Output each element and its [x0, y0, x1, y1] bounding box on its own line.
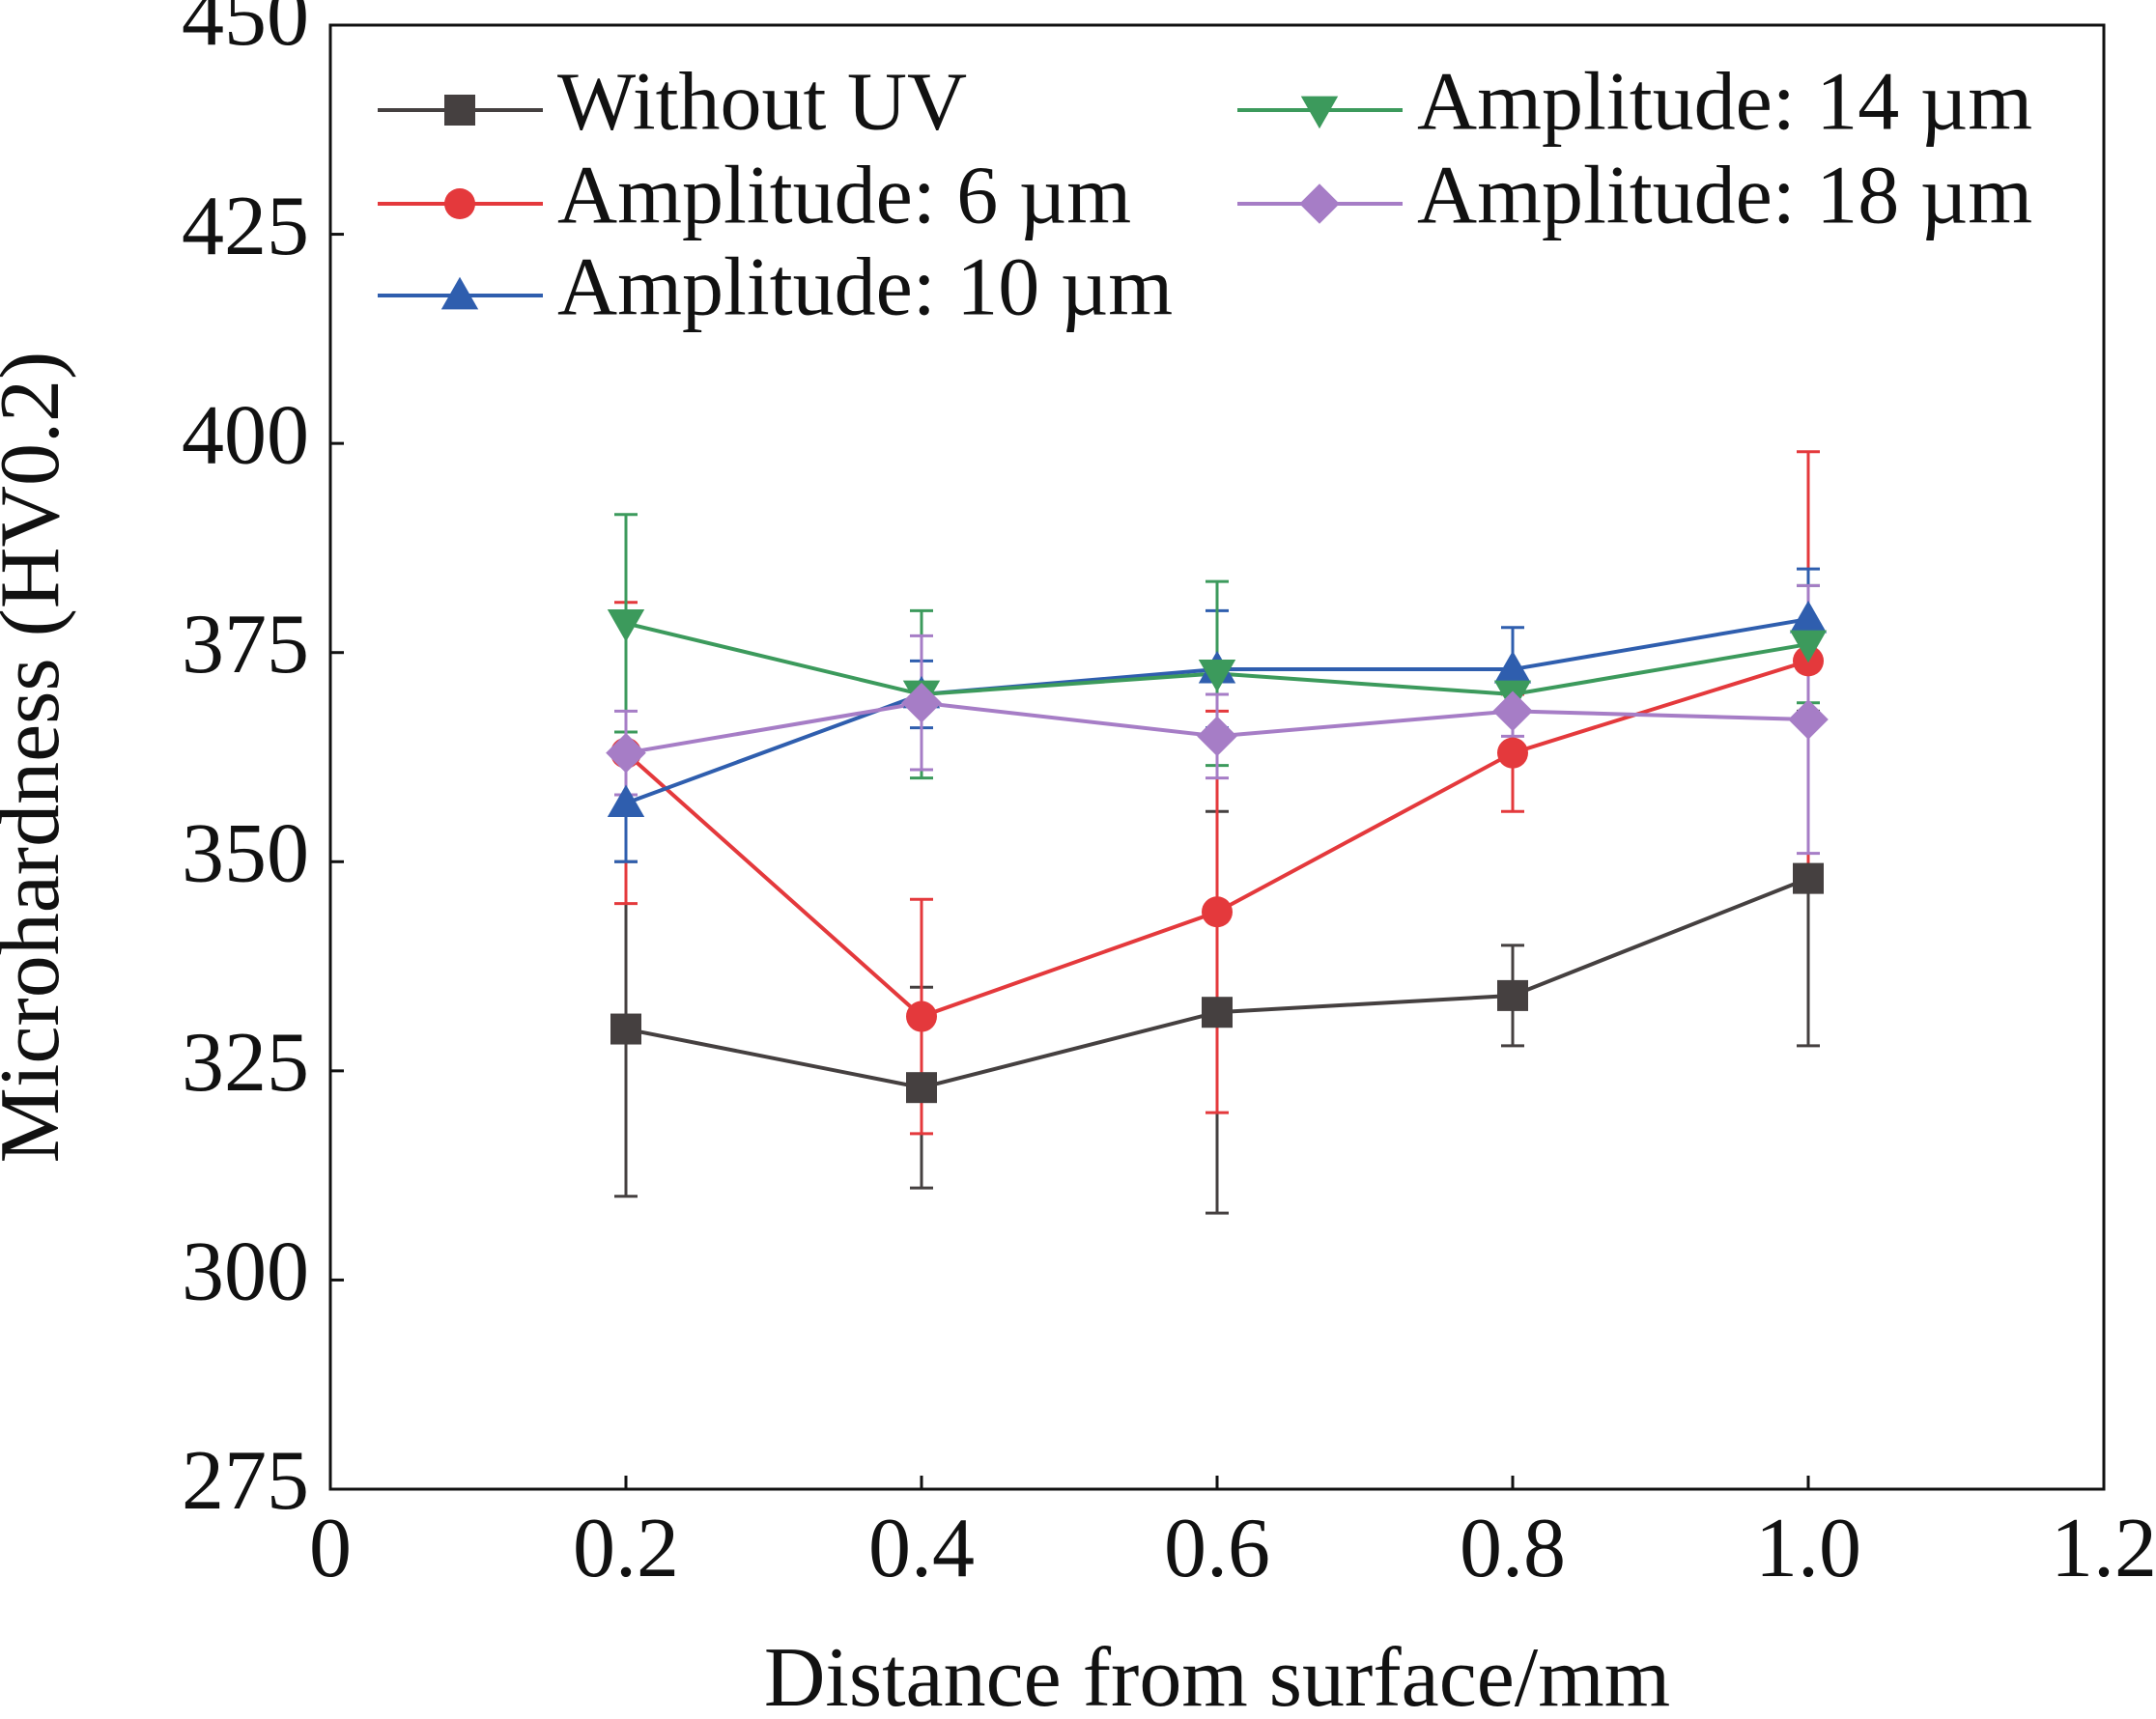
x-tick-label: 0.6 [1164, 1502, 1270, 1595]
marker [607, 608, 645, 642]
marker [606, 732, 646, 774]
x-tick-label: 1.0 [1755, 1502, 1861, 1595]
x-tick-label: 0.4 [868, 1502, 975, 1595]
x-tick-label: 0.2 [573, 1502, 679, 1595]
marker [444, 95, 475, 126]
y-tick-label: 375 [182, 598, 309, 691]
y-tick-label: 425 [182, 180, 309, 273]
legend-label: Amplitude: 18 µm [1417, 149, 2032, 241]
marker [1202, 896, 1233, 928]
y-tick-label: 450 [182, 0, 309, 64]
marker [1793, 862, 1824, 894]
x-tick-label: 1.2 [2051, 1502, 2156, 1595]
marker [1493, 650, 1532, 684]
legend-label: Amplitude: 14 µm [1417, 55, 2032, 148]
x-tick-label: 0 [309, 1502, 352, 1595]
marker [1497, 737, 1528, 769]
marker [901, 682, 942, 723]
y-tick-label: 275 [182, 1434, 309, 1528]
y-tick-label: 325 [182, 1016, 309, 1110]
y-tick-label: 300 [182, 1226, 309, 1319]
marker [1300, 96, 1339, 129]
marker [1788, 699, 1829, 740]
marker [1789, 630, 1828, 663]
marker [1497, 979, 1528, 1011]
marker [1198, 659, 1236, 692]
legend-label: Amplitude: 6 µm [557, 149, 1131, 241]
y-tick-label: 400 [182, 388, 309, 482]
y-tick-label: 350 [182, 806, 309, 900]
marker [1492, 690, 1533, 732]
marker [1197, 716, 1237, 757]
marker [440, 276, 479, 310]
x-axis-label: Distance from surface/mm [764, 1631, 1670, 1719]
y-axis-label: Microhardness (HV0.2) [0, 352, 77, 1164]
marker [1299, 183, 1340, 224]
marker [1202, 997, 1233, 1029]
marker [906, 1072, 937, 1104]
marker [607, 784, 645, 818]
legend-label: Amplitude: 10 µm [557, 240, 1173, 333]
marker [610, 1013, 641, 1045]
x-tick-label: 0.8 [1460, 1502, 1566, 1595]
legend-label: Without UV [557, 55, 967, 148]
marker [906, 1000, 937, 1032]
marker [444, 188, 475, 219]
marker [1789, 600, 1828, 634]
